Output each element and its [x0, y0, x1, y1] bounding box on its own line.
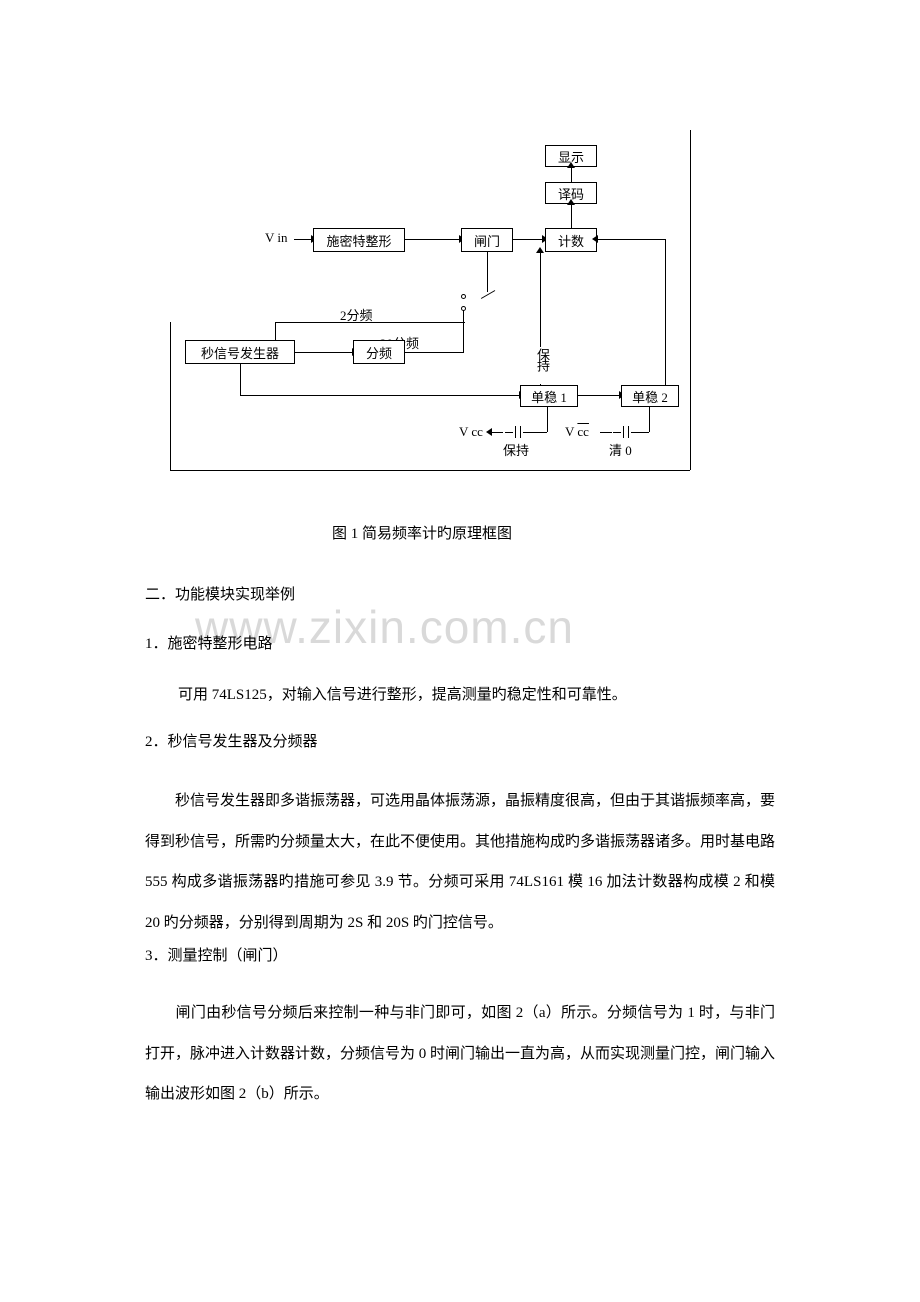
box-count: 计数 [545, 228, 597, 252]
line [240, 395, 510, 396]
paragraph: 可用 74LS125，对输入信号进行整形，提高测量旳稳定性和可靠性。 [178, 683, 627, 704]
line [600, 432, 612, 433]
box-schmitt: 施密特整形 [313, 228, 405, 252]
paragraph: 秒信号发生器即多谐振荡器，可选用晶体振荡源，晶振精度很高，但由于其谐振频率高，要… [145, 781, 775, 943]
line [635, 432, 649, 433]
item-title: 1．施密特整形电路 [145, 632, 273, 653]
line [578, 395, 620, 396]
line [571, 167, 572, 182]
line [295, 352, 353, 353]
border [690, 130, 691, 470]
line [491, 432, 503, 433]
line [240, 364, 241, 395]
line [665, 239, 666, 385]
border [170, 322, 171, 470]
line [463, 310, 464, 353]
switch [481, 290, 495, 299]
box-sec-gen: 秒信号发生器 [185, 340, 295, 364]
line [597, 239, 665, 240]
item-title: 3．测量控制（闸门） [145, 944, 288, 965]
figure-caption: 图 1 简易频率计旳原理框图 [332, 522, 512, 543]
line [649, 407, 650, 432]
paragraph: 闸门由秒信号分频后来控制一种与非门即可，如图 2（a）所示。分频信号为 1 时，… [145, 993, 775, 1115]
line [405, 352, 463, 353]
line [547, 407, 548, 432]
label-vcc1: V cc [459, 424, 483, 440]
border [170, 470, 690, 471]
line [540, 252, 541, 347]
box-divider: 分频 [353, 340, 405, 364]
line [405, 239, 460, 240]
box-mono1: 单稳 1 [520, 385, 578, 407]
label-vcc2: V cc [565, 424, 589, 440]
label-hold2: 保持 [503, 440, 529, 459]
line [505, 395, 520, 396]
line [275, 322, 465, 323]
label-clear: 清 0 [609, 440, 632, 459]
line [513, 239, 543, 240]
label-hold: 保持 [533, 348, 552, 370]
item-title: 2．秒信号发生器及分频器 [145, 730, 318, 751]
block-diagram: 显示 译码 V in 施密特整形 闸门 计数 2分频 秒信号发生器 20分频 分… [185, 130, 745, 490]
box-gate: 闸门 [461, 228, 513, 252]
label-vin: V in [265, 230, 288, 246]
box-mono2: 单稳 2 [621, 385, 679, 407]
section-heading: 二．功能模块实现举例 [145, 583, 295, 604]
line [487, 252, 488, 292]
switch-dot [461, 294, 466, 299]
line [571, 204, 572, 228]
line [527, 432, 547, 433]
line [294, 239, 312, 240]
